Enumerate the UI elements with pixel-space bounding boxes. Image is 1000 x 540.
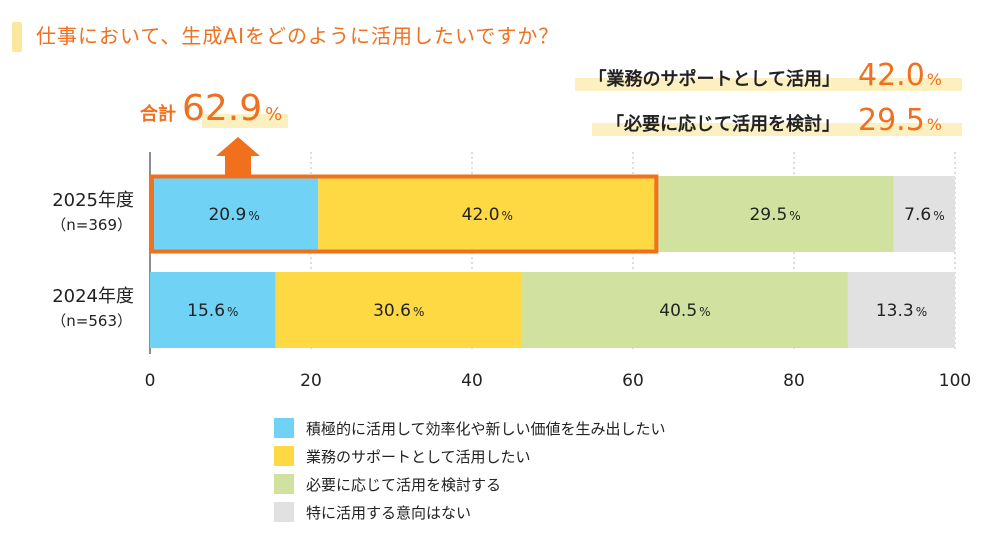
- x-tick-label: 60: [622, 371, 644, 391]
- legend-label: 業務のサポートとして活用したい: [306, 447, 531, 466]
- highlight-box: [150, 174, 659, 254]
- legend-label: 必要に応じて活用を検討する: [306, 475, 502, 494]
- callout-value: 42.0: [858, 58, 925, 93]
- bar-segment: [318, 176, 657, 252]
- total-callout: 合計 62.9 %: [140, 88, 289, 129]
- data-label-unit: %: [916, 305, 927, 319]
- data-label-unit: %: [502, 209, 513, 223]
- data-label: 42.0%: [462, 205, 513, 225]
- data-label-value: 13.3: [876, 301, 914, 321]
- chart-title: 仕事において、生成AIをどのように活用したいですか？: [36, 24, 560, 48]
- callout-unit: %: [926, 115, 942, 134]
- data-label-value: 30.6: [373, 301, 411, 321]
- data-label-unit: %: [227, 305, 238, 319]
- x-tick-label: 0: [145, 371, 156, 391]
- stacked-bar-chart: 20.9 %15.6 %42.0 %30.6 %29.5 %40.5 %7.6 %13.3 %2…: [51, 137, 971, 391]
- total-unit: %: [265, 104, 283, 125]
- category-label: 2025年度: [52, 190, 134, 211]
- title-accent-bar: [12, 22, 22, 52]
- data-label: 13.3%: [876, 301, 927, 321]
- legend-label: 特に活用する意向はない: [306, 503, 472, 522]
- data-label: 29.5%: [749, 205, 800, 225]
- data-label-unit: %: [699, 305, 710, 319]
- data-label: 40.5%: [659, 301, 710, 321]
- legend-item: 業務のサポートとして活用したい: [274, 442, 666, 470]
- bar-segment: [150, 176, 319, 252]
- legend-swatch: [274, 474, 294, 494]
- callout-label: 「業務のサポートとして活用」: [588, 69, 840, 90]
- data-label: 20.9%: [208, 205, 259, 225]
- legend: 積極的に活用して効率化や新しい価値を生み出したい 業務のサポートとして活用したい必…: [274, 414, 666, 526]
- legend-item: 必要に応じて活用を検討する: [274, 470, 666, 498]
- x-tick-label: 40: [461, 371, 483, 391]
- x-tick-label: 80: [783, 371, 805, 391]
- legend-item: 積極的に活用して効率化や新しい価値を生み出したい: [274, 414, 666, 442]
- data-label-value: 29.5: [749, 205, 787, 225]
- data-label: 7.6%: [904, 205, 944, 225]
- total-label: 合計: [140, 104, 176, 125]
- data-label-value: 40.5: [659, 301, 697, 321]
- legend-swatch: [274, 502, 294, 522]
- data-label-value: 7.6: [904, 205, 931, 225]
- data-label: 15.6%: [187, 301, 238, 321]
- data-label-value: 20.9: [208, 205, 246, 225]
- total-value: 62.9: [182, 88, 263, 129]
- data-label-value: 42.0: [462, 205, 500, 225]
- data-label-value: 15.6: [187, 301, 225, 321]
- data-label-unit: %: [933, 209, 944, 223]
- x-tick-label: 100: [939, 371, 971, 391]
- legend-swatch: [274, 418, 294, 438]
- callout-value: 29.5: [858, 103, 925, 138]
- callout-label: 「必要に応じて活用を検討」: [606, 114, 840, 135]
- callout-as-needed: 「必要に応じて活用を検討」 29.5 %: [592, 103, 962, 138]
- legend-label: 積極的に活用して効率化や新しい価値を生み出したい: [306, 419, 666, 438]
- bar-segment: [150, 272, 276, 348]
- category-label: 2024年度: [52, 286, 134, 307]
- bar-segment: [847, 272, 955, 348]
- data-label-unit: %: [248, 209, 259, 223]
- legend-swatch: [274, 446, 294, 466]
- arrow-up-icon: [216, 137, 260, 176]
- legend-item: 特に活用する意向はない: [274, 498, 666, 526]
- bar-segment: [275, 272, 522, 348]
- callout-unit: %: [926, 70, 942, 89]
- category-sample-size: （n=563）: [51, 312, 132, 330]
- data-label-unit: %: [413, 305, 424, 319]
- bar-segment: [656, 176, 894, 252]
- data-label-unit: %: [789, 209, 800, 223]
- bar-segment: [521, 272, 848, 348]
- bar-segment: [893, 176, 955, 252]
- callout-business-support: 「業務のサポートとして活用」 42.0 %: [574, 58, 962, 93]
- x-tick-label: 20: [300, 371, 322, 391]
- data-label: 30.6%: [373, 301, 424, 321]
- category-sample-size: （n=369）: [51, 216, 132, 234]
